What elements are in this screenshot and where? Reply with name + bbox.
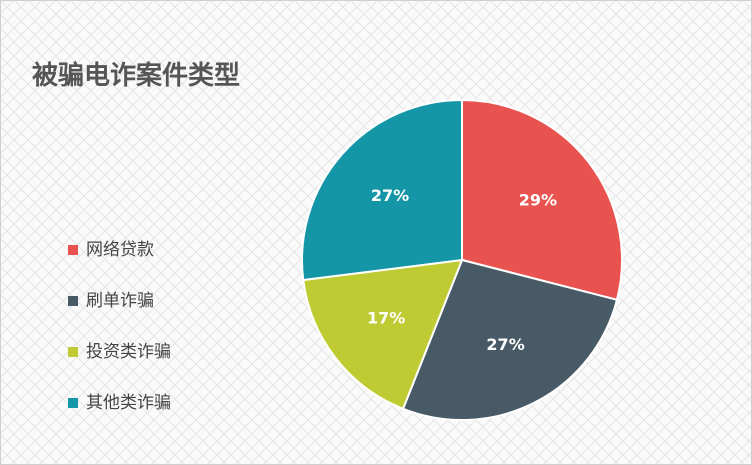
legend-label: 刷单诈骗 [86, 291, 154, 311]
legend-swatch [68, 296, 78, 306]
legend-label: 网络贷款 [86, 240, 154, 260]
pie-slice [461, 98, 623, 302]
pie-slice [302, 258, 464, 411]
value-label: 17% [367, 308, 405, 327]
legend-label: 其他类诈骗 [86, 393, 171, 413]
legend-label: 投资类诈骗 [86, 342, 171, 362]
value-label: 29% [519, 191, 557, 210]
pie-slice [301, 98, 463, 282]
legend-swatch [68, 245, 78, 255]
chart-title: 被骗电诈案件类型 [32, 60, 240, 91]
pie-slice [401, 258, 619, 421]
legend-swatch [68, 398, 78, 408]
value-label: 27% [371, 186, 409, 205]
legend-swatch [68, 347, 78, 357]
value-label: 27% [486, 335, 524, 354]
